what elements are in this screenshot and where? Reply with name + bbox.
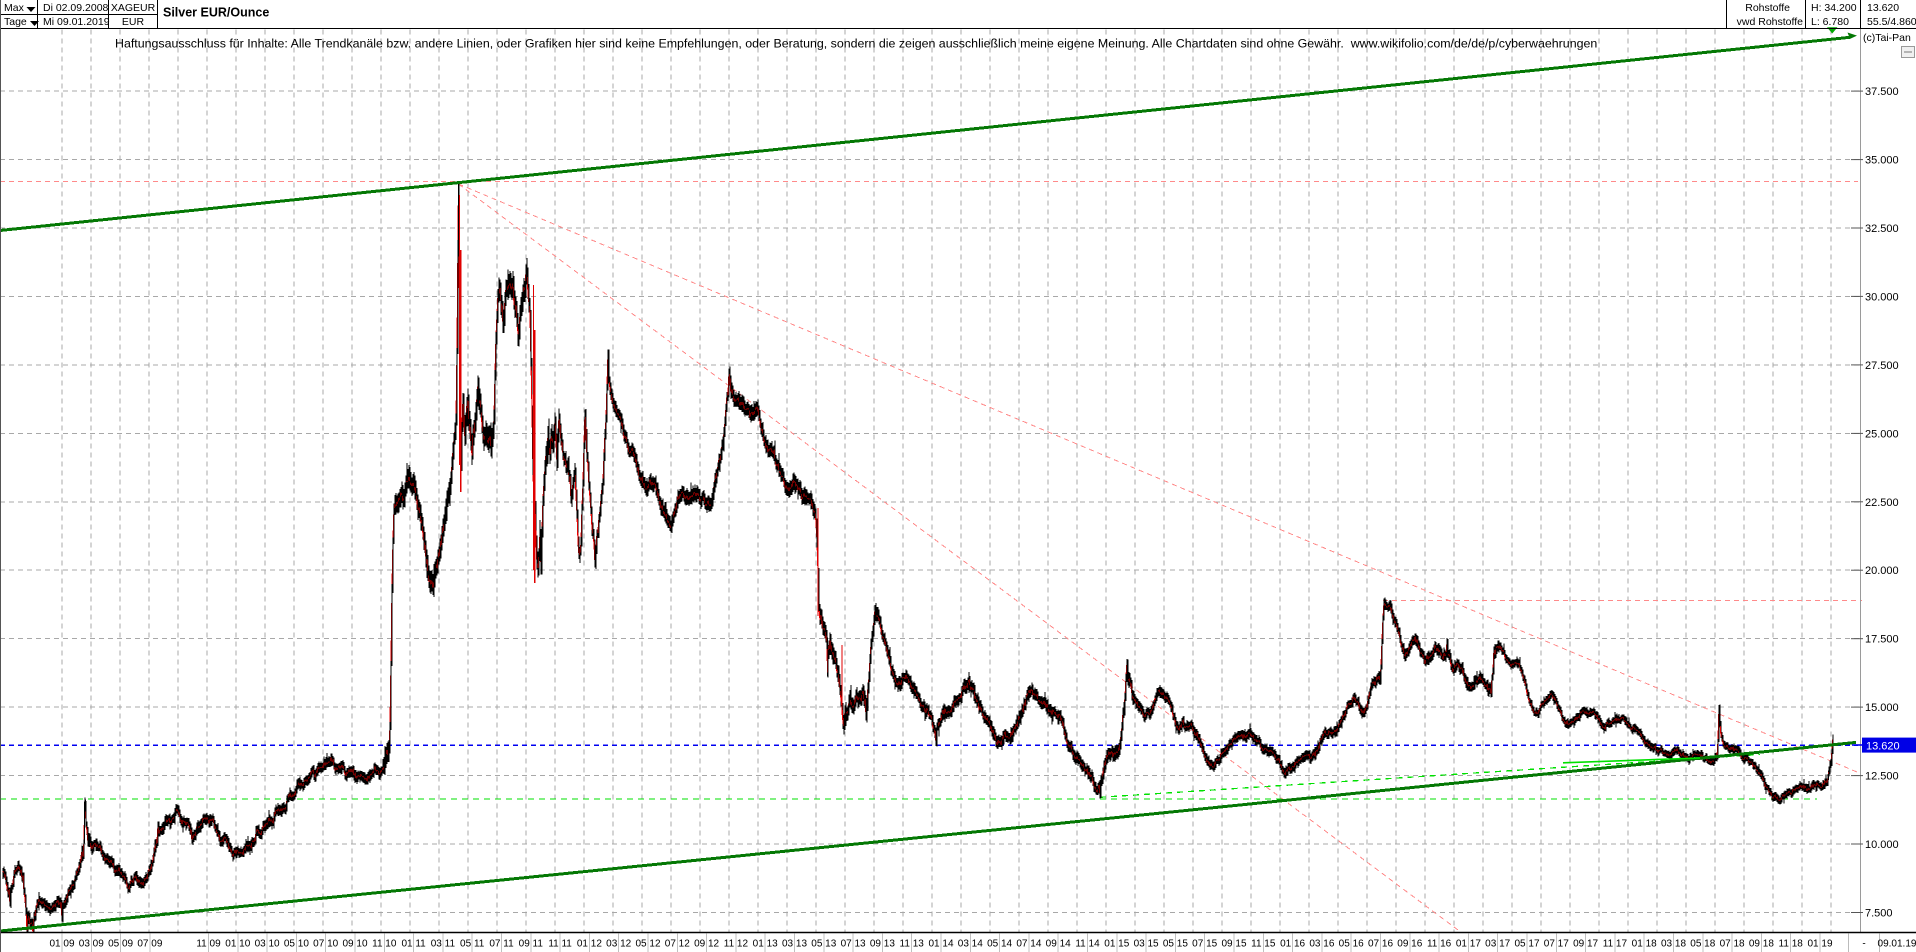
svg-text:10.000: 10.000: [1865, 839, 1899, 851]
svg-text:Silver EUR/Ounce: Silver EUR/Ounce: [163, 6, 269, 20]
svg-text:L: 6.780: L: 6.780: [1811, 16, 1849, 28]
svg-text:17.500: 17.500: [1865, 634, 1899, 646]
svg-text:13.620: 13.620: [1866, 741, 1900, 753]
svg-text:13.620: 13.620: [1867, 2, 1899, 14]
svg-text:30.000: 30.000: [1865, 291, 1899, 303]
svg-text:H: 34.200: H: 34.200: [1811, 2, 1857, 14]
svg-text:37.500: 37.500: [1865, 86, 1899, 98]
svg-text:-: -: [1862, 939, 1865, 950]
svg-text:25.000: 25.000: [1865, 428, 1899, 440]
svg-text:vwd Rohstoffe: vwd Rohstoffe: [1737, 16, 1804, 28]
svg-text:20.000: 20.000: [1865, 565, 1899, 577]
svg-text:09.01.19: 09.01.19: [1878, 939, 1916, 950]
svg-text:32.500: 32.500: [1865, 223, 1899, 235]
svg-text:Rohstoffe: Rohstoffe: [1745, 2, 1790, 14]
svg-text:Haftungsausschluss für Inhalte: Haftungsausschluss für Inhalte: Alle Tre…: [115, 37, 1597, 51]
svg-text:Tage: Tage: [4, 16, 27, 28]
svg-text:22.500: 22.500: [1865, 497, 1899, 509]
svg-text:Di 02.09.2008: Di 02.09.2008: [43, 2, 109, 14]
svg-text:55.5/4.860: 55.5/4.860: [1867, 16, 1916, 28]
svg-text:15.000: 15.000: [1865, 702, 1899, 714]
svg-text:27.500: 27.500: [1865, 360, 1899, 372]
svg-text:Mi 09.01.2019: Mi 09.01.2019: [43, 16, 110, 28]
svg-text:12.500: 12.500: [1865, 771, 1899, 783]
svg-text:EUR: EUR: [122, 16, 145, 28]
svg-text:(c)Tai-Pan: (c)Tai-Pan: [1863, 32, 1911, 44]
svg-text:7.500: 7.500: [1865, 908, 1893, 920]
svg-text:Max: Max: [4, 2, 25, 14]
svg-text:35.000: 35.000: [1865, 155, 1899, 167]
svg-text:XAGEUR: XAGEUR: [111, 2, 156, 14]
